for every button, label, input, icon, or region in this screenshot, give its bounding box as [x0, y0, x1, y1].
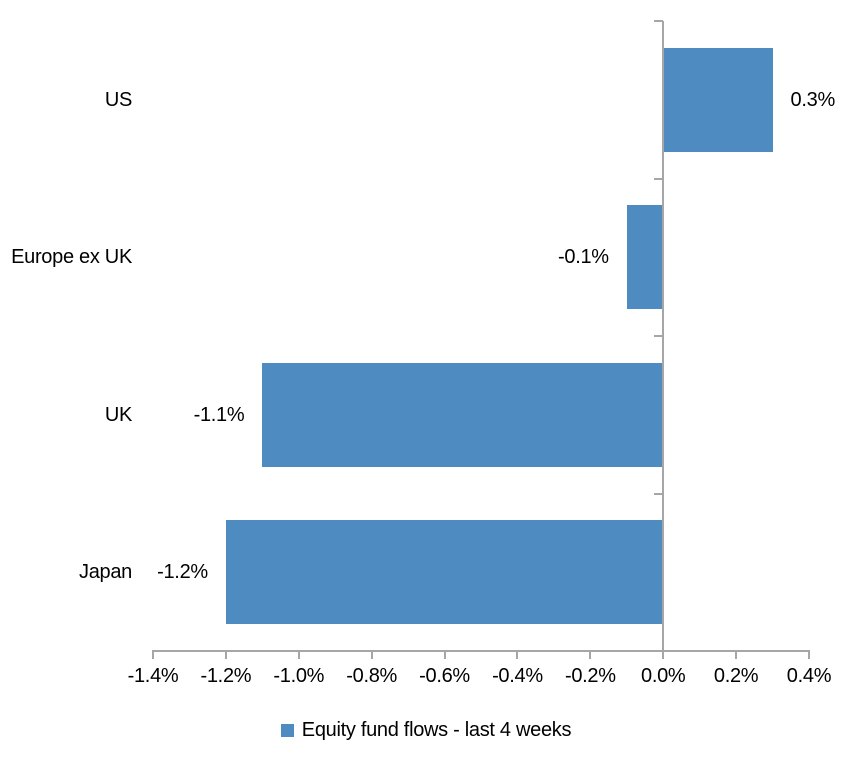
value-label-us: 0.3% [790, 88, 836, 111]
category-label-us: US [104, 88, 132, 111]
y-axis-boundary-tick [654, 492, 664, 495]
x-tick-label--1-4-: -1.4% [127, 665, 179, 687]
x-tick-0-4- [808, 651, 810, 659]
x-tick-label--0-6-: -0.6% [419, 665, 470, 687]
x-tick-0-0- [662, 651, 665, 659]
bar-us [663, 47, 773, 152]
x-tick--1-0- [297, 651, 300, 659]
zero-axis-line [662, 21, 665, 659]
x-tick--0-6- [443, 651, 446, 659]
category-label-japan: Japan [79, 561, 132, 584]
x-tick-label-0-2-: 0.2% [713, 665, 759, 687]
x-tick-0-2- [735, 651, 738, 659]
x-tick-label--1-2-: -1.2% [200, 665, 252, 687]
category-label-uk: UK [104, 403, 132, 426]
y-axis-boundary-tick [654, 20, 664, 22]
x-axis-line [152, 650, 810, 652]
value-label-europe-ex-uk: -0.1% [558, 246, 609, 269]
y-axis-boundary-tick [654, 650, 664, 652]
y-axis-boundary-tick [654, 335, 664, 337]
x-tick-label--0-8-: -0.8% [346, 665, 398, 687]
category-label-europe-ex-uk: Europe ex UK [11, 246, 132, 269]
value-label-uk: -1.1% [193, 403, 245, 426]
x-tick--0-4- [516, 651, 519, 659]
y-axis-boundary-tick [654, 177, 664, 180]
value-label-japan: -1.2% [157, 561, 208, 584]
bar-uk [262, 362, 664, 467]
legend: Equity fund flows - last 4 weeks [0, 719, 852, 742]
x-tick-label--1-0-: -1.0% [273, 665, 325, 687]
x-tick-label--0-4-: -0.4% [492, 665, 543, 687]
x-tick-label--0-2-: -0.2% [564, 665, 616, 687]
legend-label: Equity fund flows - last 4 weeks [301, 719, 572, 741]
x-tick--0-8- [370, 651, 373, 659]
x-tick-label-0-0-: 0.0% [641, 665, 686, 687]
legend-swatch-icon [280, 724, 294, 737]
x-tick--1-4- [152, 651, 154, 659]
x-tick-label-0-4-: 0.4% [786, 665, 832, 687]
x-tick--1-2- [224, 651, 227, 659]
x-tick--0-2- [589, 651, 592, 659]
bar-europe-ex-uk [626, 205, 664, 310]
bar-japan [225, 520, 664, 625]
